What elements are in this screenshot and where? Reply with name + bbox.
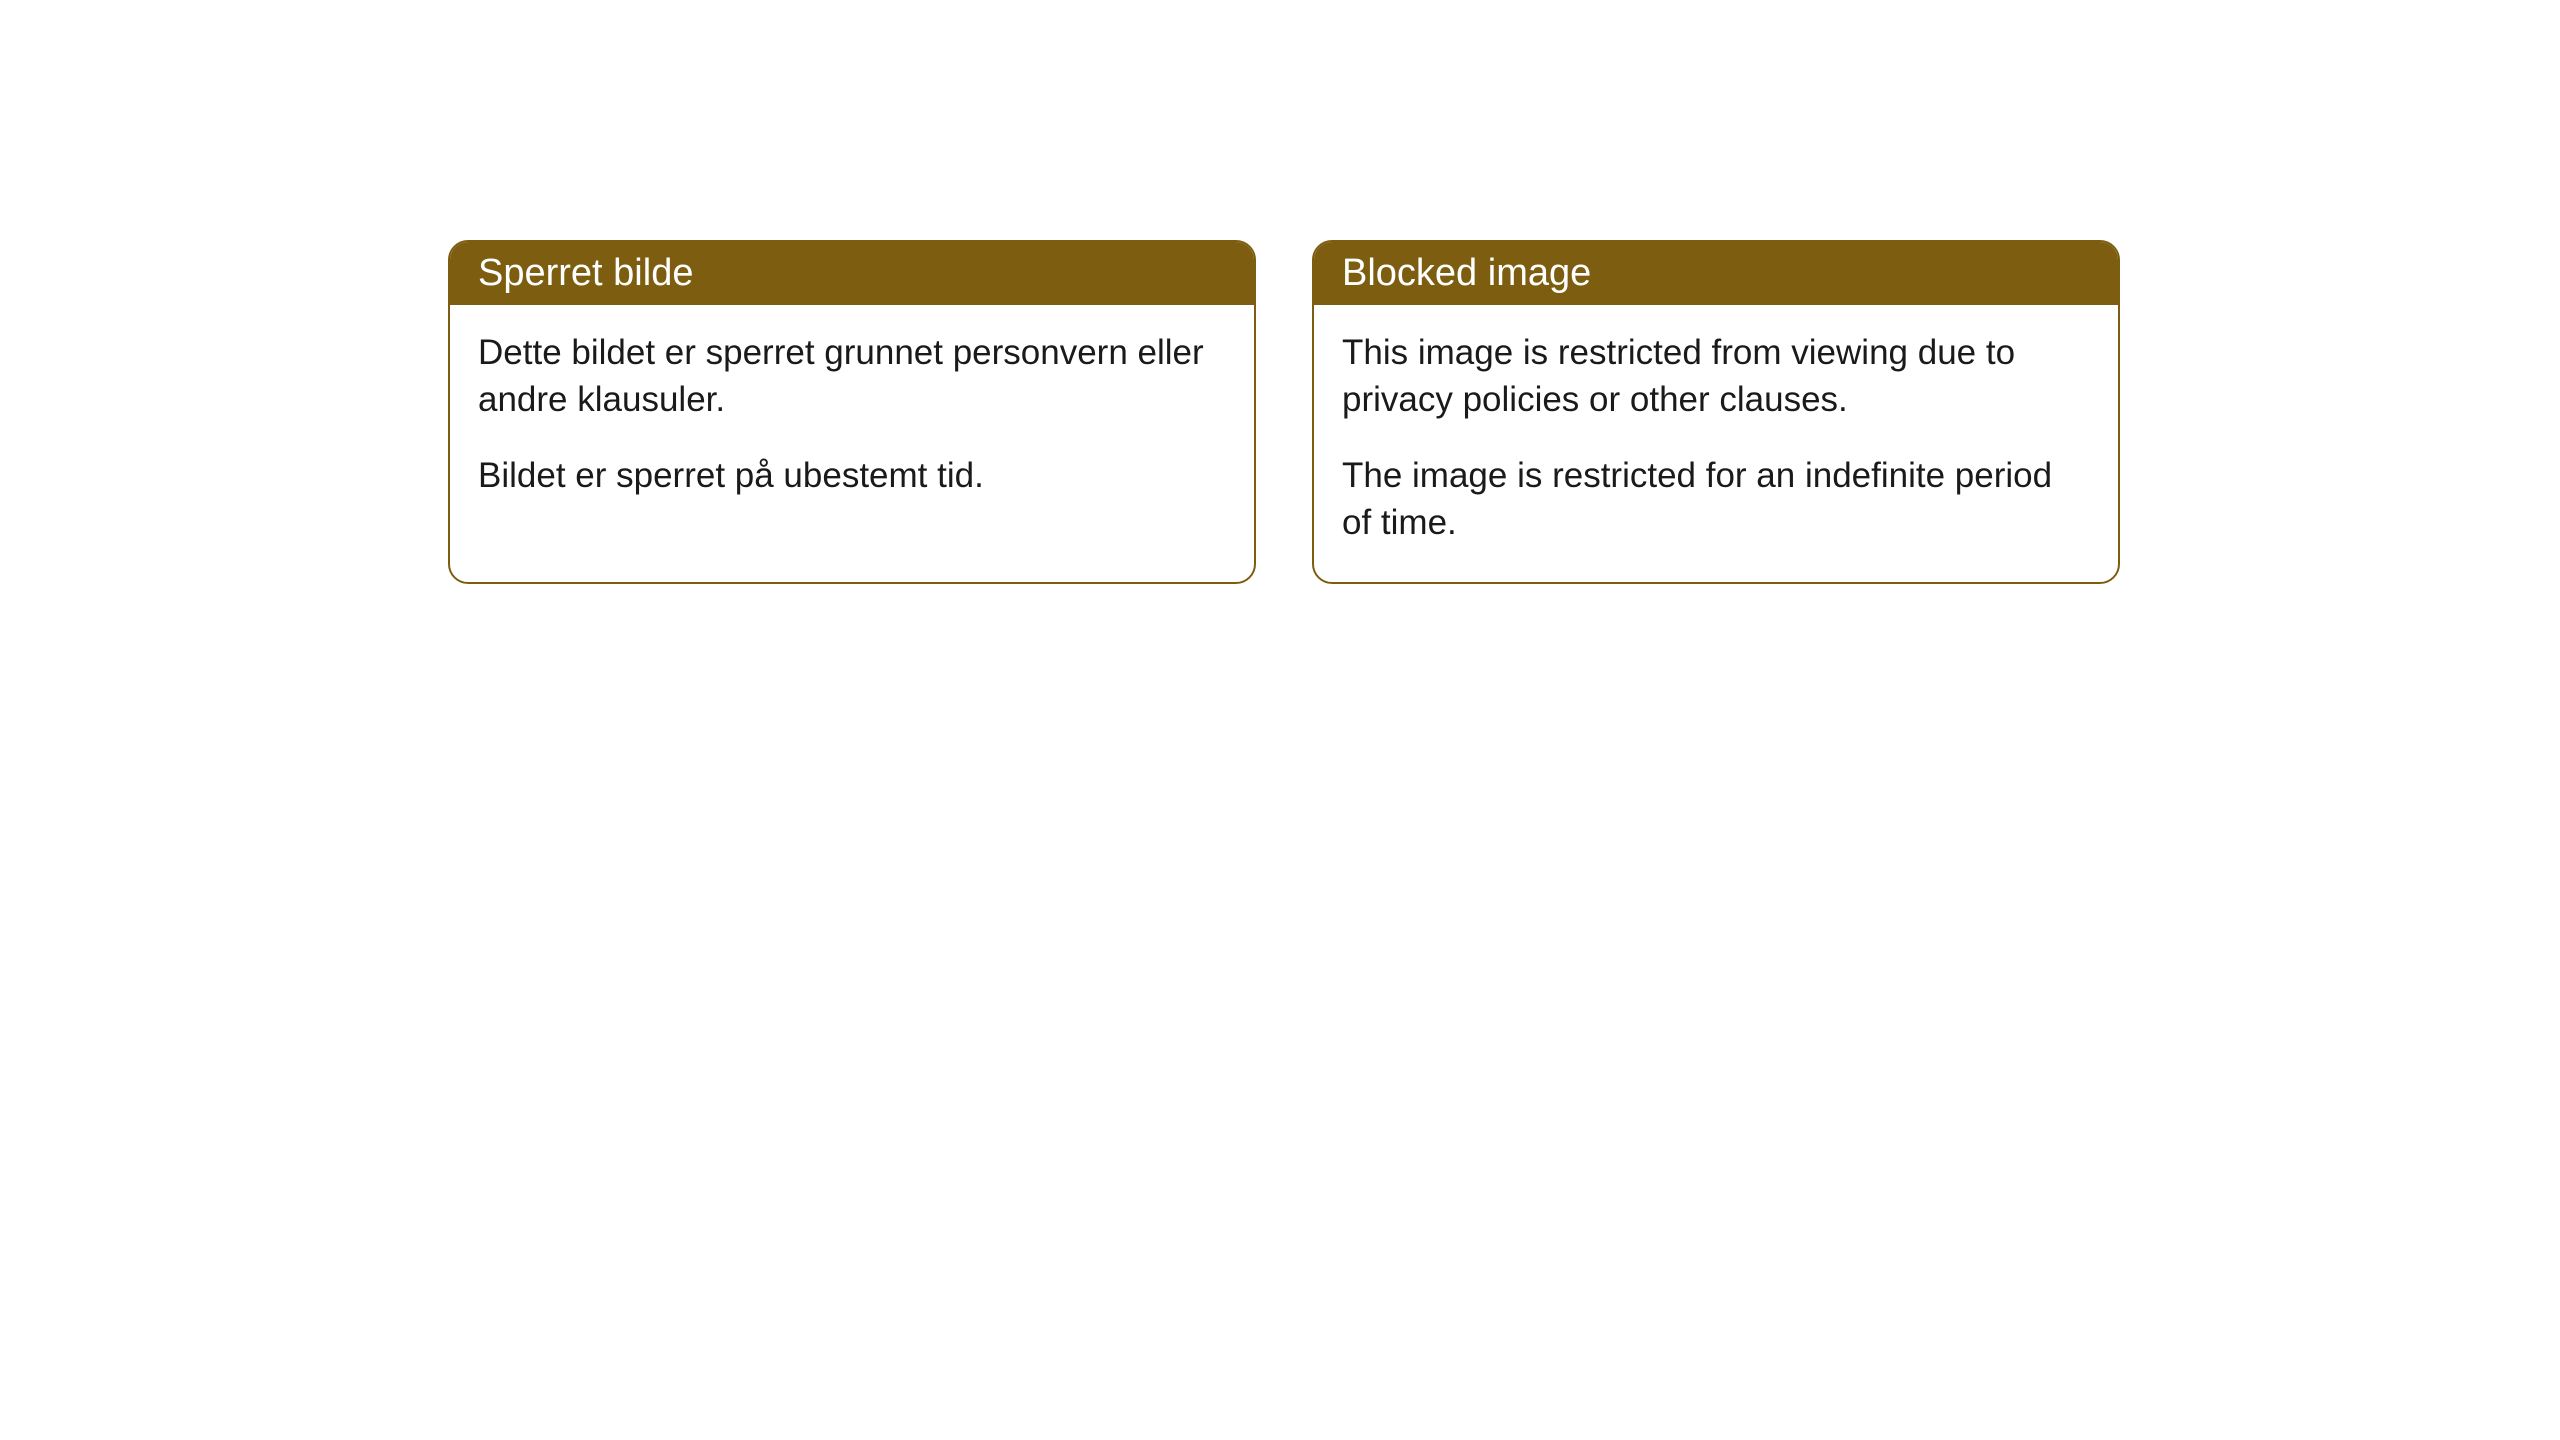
card-header-no: Sperret bilde [450, 242, 1254, 305]
card-paragraph: Dette bildet er sperret grunnet personve… [478, 329, 1226, 424]
card-body-no: Dette bildet er sperret grunnet personve… [450, 305, 1254, 535]
card-paragraph: This image is restricted from viewing du… [1342, 329, 2090, 424]
card-container: Sperret bilde Dette bildet er sperret gr… [448, 240, 2120, 584]
card-header-en: Blocked image [1314, 242, 2118, 305]
card-paragraph: The image is restricted for an indefinit… [1342, 452, 2090, 547]
card-paragraph: Bildet er sperret på ubestemt tid. [478, 452, 1226, 499]
blocked-image-card-no: Sperret bilde Dette bildet er sperret gr… [448, 240, 1256, 584]
card-body-en: This image is restricted from viewing du… [1314, 305, 2118, 582]
blocked-image-card-en: Blocked image This image is restricted f… [1312, 240, 2120, 584]
